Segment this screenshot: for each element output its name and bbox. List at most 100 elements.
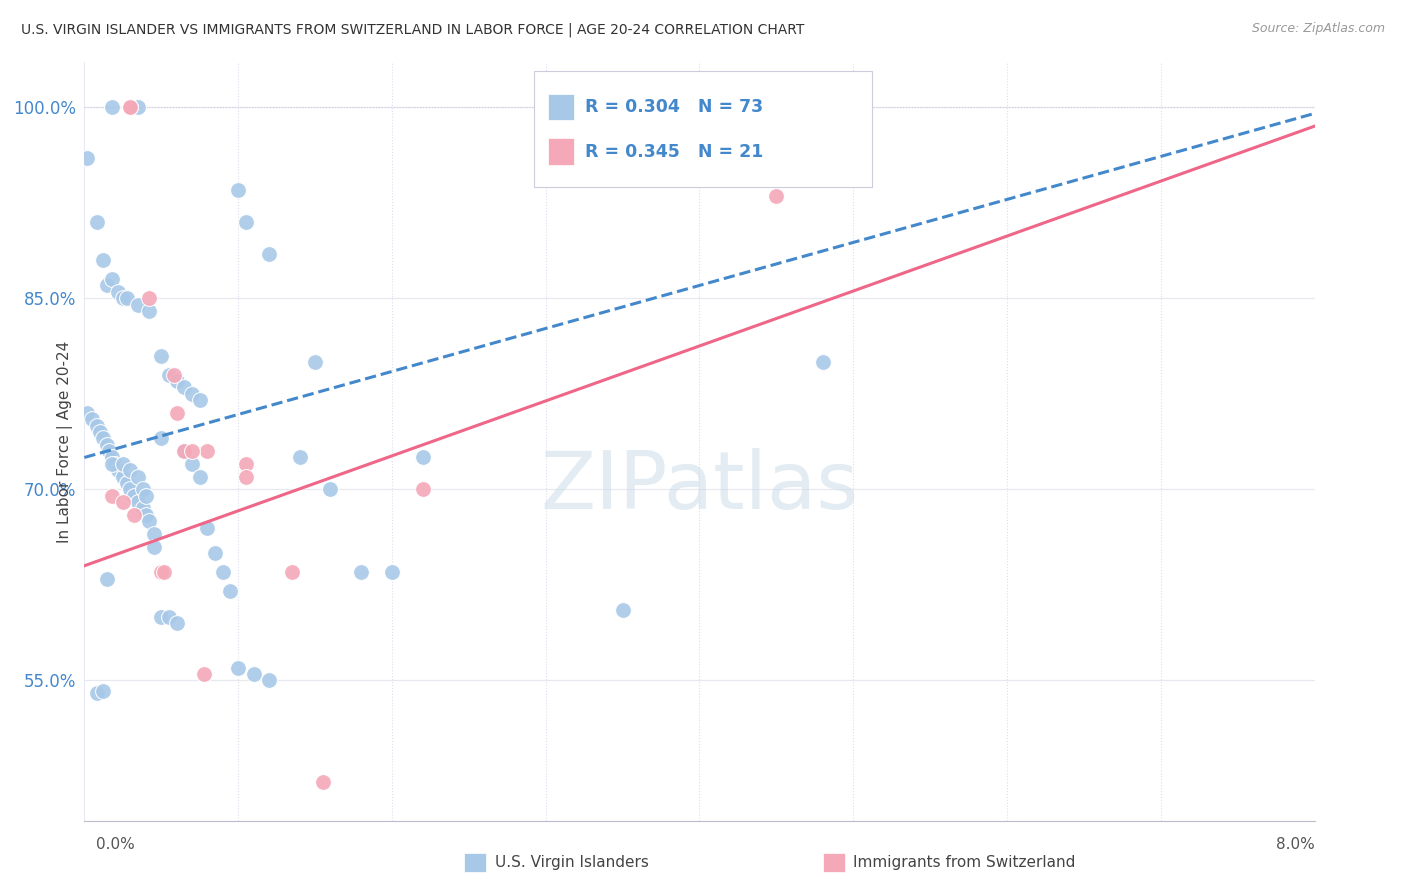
Point [765,189,787,203]
Point [235,215,257,229]
Point [101,450,124,465]
Point [150,349,173,363]
Point [127,495,149,509]
Point [101,457,124,471]
Point [89,425,111,439]
Point [117,475,139,490]
Point [193,667,215,681]
Point [150,431,173,445]
Text: Immigrants from Switzerland: Immigrants from Switzerland [853,855,1076,870]
Point [765,100,787,114]
Point [120,483,142,497]
Point [226,661,249,675]
Point [111,291,134,305]
Point [197,520,219,534]
Point [211,565,233,579]
Point [257,673,280,688]
Point [350,565,373,579]
Point [101,272,124,286]
Point [111,457,134,471]
Point [127,100,149,114]
Point [122,508,145,522]
Text: R = 0.304   N = 73: R = 0.304 N = 73 [585,98,763,116]
Point [107,285,129,299]
Point [132,483,155,497]
Point [612,603,634,617]
Point [181,386,204,401]
Point [127,469,149,483]
Point [86,215,108,229]
Point [91,683,114,698]
Point [811,355,834,369]
Point [122,489,145,503]
Point [166,406,188,420]
Point [138,304,160,318]
Point [150,609,173,624]
Point [242,667,264,681]
Point [197,444,219,458]
Point [96,278,118,293]
Point [181,457,204,471]
Point [142,527,165,541]
Point [107,463,129,477]
Point [166,616,188,631]
Point [138,291,160,305]
Point [127,297,149,311]
Text: ZIPatlas: ZIPatlas [540,448,859,526]
Text: 0.0%: 0.0% [96,837,135,852]
Point [188,469,211,483]
Point [91,252,114,267]
Point [86,418,108,433]
Point [101,489,124,503]
Text: U.S. VIRGIN ISLANDER VS IMMIGRANTS FROM SWITZERLAND IN LABOR FORCE | AGE 20-24 C: U.S. VIRGIN ISLANDER VS IMMIGRANTS FROM … [21,22,804,37]
Point [173,444,195,458]
Point [596,100,619,114]
Text: 8.0%: 8.0% [1275,837,1315,852]
Point [288,450,311,465]
Point [162,368,184,382]
Point [135,489,157,503]
Point [142,540,165,554]
Point [412,483,434,497]
Point [104,457,127,471]
Point [117,291,139,305]
Point [91,431,114,445]
Point [381,565,404,579]
Point [135,508,157,522]
Point [412,450,434,465]
Point [76,406,98,420]
Point [166,374,188,388]
Point [219,584,242,599]
Point [80,412,103,426]
Point [157,609,180,624]
Text: Source: ZipAtlas.com: Source: ZipAtlas.com [1251,22,1385,36]
Point [173,380,195,394]
Point [226,183,249,197]
Point [120,100,142,114]
Point [153,565,176,579]
Text: U.S. Virgin Islanders: U.S. Virgin Islanders [495,855,648,870]
Point [111,495,134,509]
Point [281,565,304,579]
Point [132,501,155,516]
Point [319,483,342,497]
Text: R = 0.345   N = 21: R = 0.345 N = 21 [585,143,763,161]
Point [312,775,335,789]
Point [304,355,326,369]
Point [120,463,142,477]
Point [181,444,204,458]
Point [96,572,118,586]
Point [86,686,108,700]
Point [76,151,98,165]
Point [111,469,134,483]
Point [173,444,195,458]
Point [188,393,211,408]
Point [235,469,257,483]
Point [120,100,142,114]
Point [235,457,257,471]
Y-axis label: In Labor Force | Age 20-24: In Labor Force | Age 20-24 [58,341,73,542]
Point [138,514,160,528]
Point [150,565,173,579]
Point [204,546,226,560]
Point [98,444,120,458]
